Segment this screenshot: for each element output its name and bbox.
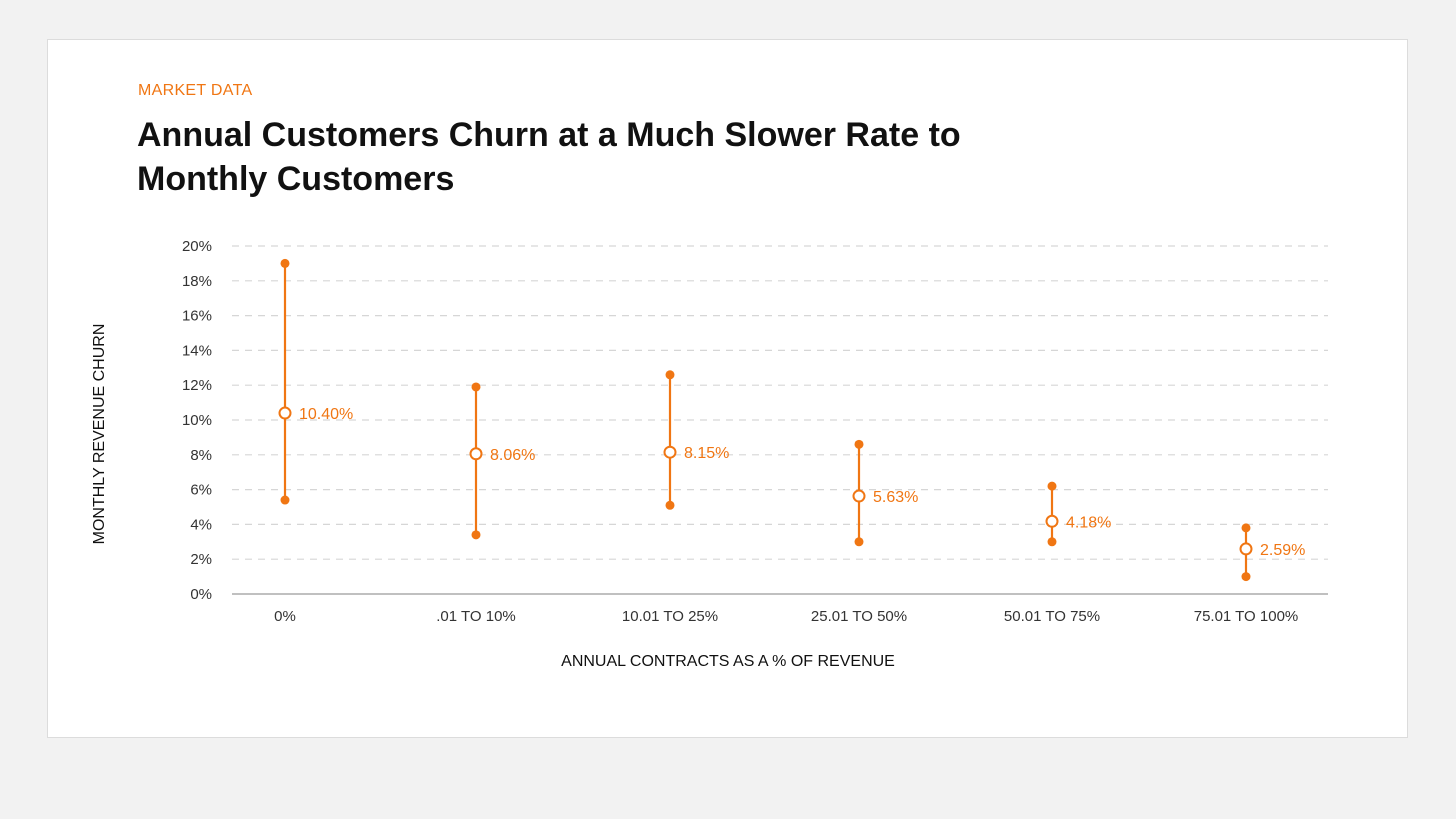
- y-axis-ticks: 0% 2% 4% 6% 8% 10% 12% 14% 16% 18% 20%: [182, 238, 212, 603]
- y-tick-label: 14%: [182, 342, 212, 359]
- y-tick-label: 4%: [190, 516, 212, 533]
- y-tick-label: 12%: [182, 377, 212, 394]
- x-tick-label: 50.01 TO 75%: [1004, 608, 1100, 625]
- low-point: [471, 530, 481, 540]
- low-point: [1241, 572, 1251, 582]
- low-point: [665, 500, 675, 510]
- y-tick-label: 16%: [182, 308, 212, 325]
- high-point: [665, 370, 675, 380]
- eyebrow-label: MARKET DATA: [138, 82, 253, 99]
- median-label: 5.63%: [873, 489, 918, 506]
- median-label: 2.59%: [1260, 542, 1305, 559]
- x-tick-label: 10.01 TO 25%: [622, 608, 718, 625]
- x-axis-ticks: 0% .01 TO 10% 10.01 TO 25% 25.01 TO 50% 50.0…: [274, 608, 1298, 625]
- median-label: 8.06%: [490, 447, 535, 464]
- chart-card: MARKET DATA Annual Customers Churn at a …: [47, 39, 1408, 738]
- high-point: [471, 382, 481, 392]
- x-tick-label: 0%: [274, 608, 296, 625]
- low-point: [280, 495, 290, 505]
- y-tick-label: 18%: [182, 273, 212, 290]
- series-layer: 10.40% 8.06% 8.15% 5.63% 4.18% 2.59%: [278, 258, 1305, 582]
- median-point: [1045, 514, 1059, 528]
- median-point: [278, 406, 292, 420]
- y-tick-label: 6%: [190, 482, 212, 499]
- median-point: [663, 445, 677, 459]
- high-point: [1047, 481, 1057, 491]
- y-tick-label: 2%: [190, 551, 212, 568]
- x-tick-label: 75.01 TO 100%: [1194, 608, 1299, 625]
- y-tick-label: 20%: [182, 238, 212, 255]
- x-tick-label: .01 TO 10%: [436, 608, 516, 625]
- high-point: [854, 439, 864, 449]
- median-label: 10.40%: [299, 406, 353, 423]
- chart-title: Annual Customers Churn at a Much Slower …: [137, 116, 961, 198]
- y-tick-label: 8%: [190, 447, 212, 464]
- grid-layer: [232, 245, 1328, 595]
- x-axis-title: ANNUAL CONTRACTS AS A % OF REVENUE: [561, 653, 895, 670]
- median-point: [852, 489, 866, 503]
- y-tick-label: 0%: [190, 586, 212, 603]
- y-tick-label: 10%: [182, 412, 212, 429]
- high-point: [1241, 523, 1251, 533]
- y-axis-title: MONTHLY REVENUE CHURN: [91, 324, 108, 545]
- median-point: [1239, 542, 1253, 556]
- x-tick-label: 25.01 TO 50%: [811, 608, 907, 625]
- low-point: [854, 537, 864, 547]
- median-point: [469, 447, 483, 461]
- low-point: [1047, 537, 1057, 547]
- high-point: [280, 258, 290, 268]
- median-label: 4.18%: [1066, 514, 1111, 531]
- median-label: 8.15%: [684, 445, 729, 462]
